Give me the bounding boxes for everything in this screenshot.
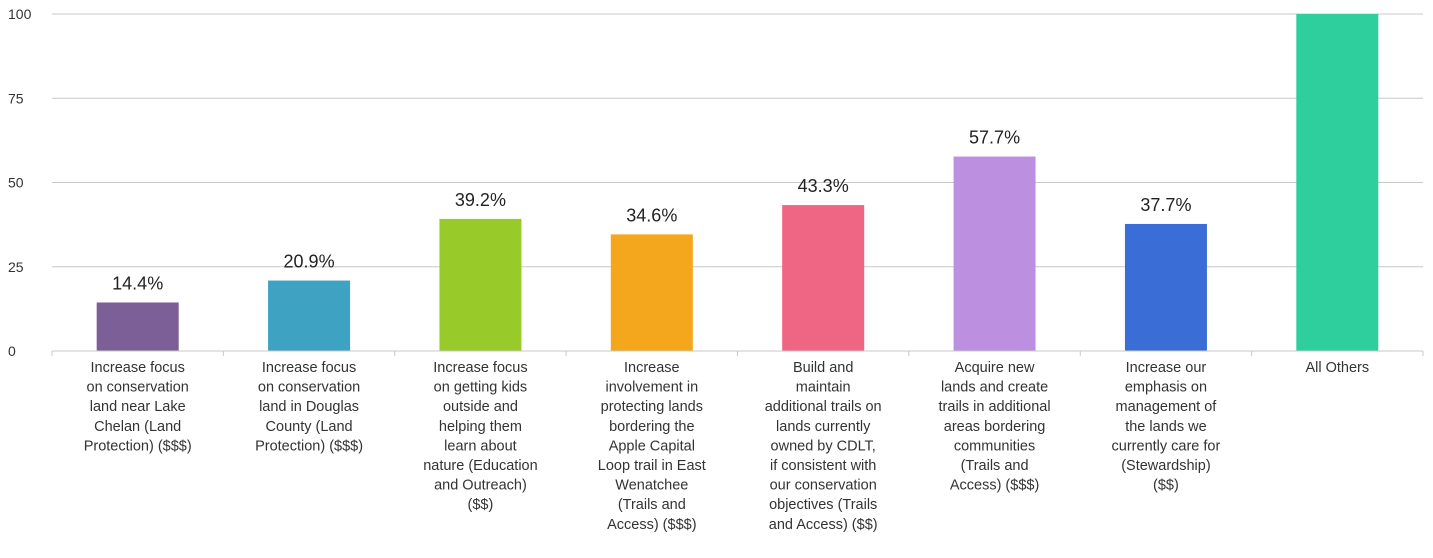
data-label: 57.7% xyxy=(969,128,1020,148)
y-tick-label: 100 xyxy=(8,6,32,22)
data-label: 43.3% xyxy=(798,176,849,196)
category-label: Increase focus on conservation land near L… xyxy=(84,360,192,454)
y-tick-label: 75 xyxy=(8,90,24,106)
bar xyxy=(782,205,865,351)
category-label: Increase focus on conservation land in Dou… xyxy=(255,360,363,454)
data-label: 34.6% xyxy=(626,205,677,225)
y-tick-label: 25 xyxy=(8,259,24,275)
category-label: All Others xyxy=(1305,360,1369,376)
bar xyxy=(1124,223,1207,351)
bar xyxy=(96,302,179,351)
category-label: Increase focus on getting kids outside and… xyxy=(423,360,537,513)
category-label: Increase our emphasis on management of the … xyxy=(1112,360,1221,494)
bar xyxy=(610,234,693,351)
y-tick-label: 50 xyxy=(8,175,24,191)
value-labels: 14.4% 20.9% 39.2% 34.6% 43.3% 57.7% 37.7% xyxy=(112,128,1191,294)
bar xyxy=(953,156,1036,351)
bars xyxy=(96,14,1379,351)
category-label: Increase involvement in protecting lands bo… xyxy=(598,360,706,533)
x-axis xyxy=(51,350,1424,356)
data-label: 20.9% xyxy=(284,252,335,272)
gridlines xyxy=(52,13,1423,268)
category-labels: Increase focus on conservation land near L… xyxy=(84,360,1369,533)
data-label: 39.2% xyxy=(455,190,506,210)
data-label: 37.7% xyxy=(1140,195,1191,215)
bar xyxy=(1296,14,1379,351)
category-label: Build and maintain additional trails on lan… xyxy=(765,360,882,533)
data-label: 14.4% xyxy=(112,273,163,293)
y-tick-label: 0 xyxy=(8,343,16,359)
category-label: Acquire new lands and create trails in add… xyxy=(939,360,1051,494)
bar xyxy=(439,218,522,351)
bar xyxy=(268,280,351,351)
y-axis: 0 25 50 75 100 xyxy=(8,6,32,359)
